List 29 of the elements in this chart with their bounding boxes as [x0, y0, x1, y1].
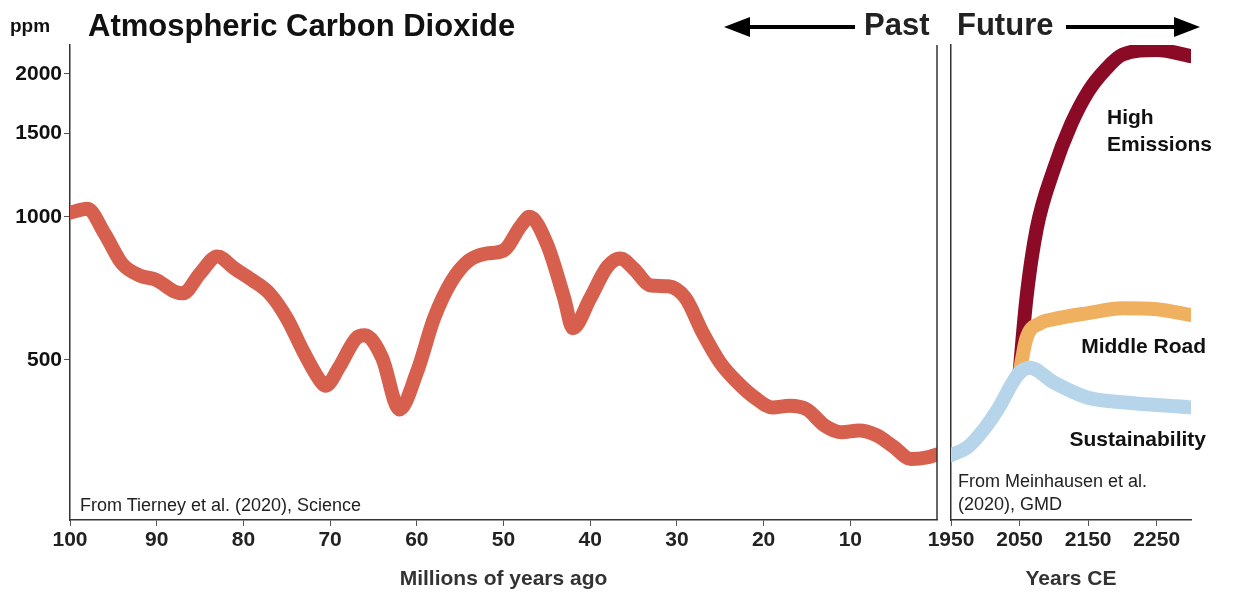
y-tick-label: 1500	[15, 119, 62, 143]
x-tick-label: 40	[578, 527, 602, 551]
text: Past	[864, 6, 931, 44]
x-axis-title: Years CE	[1025, 566, 1117, 590]
x-tick-label: 60	[405, 527, 429, 551]
series-label: Middle Road	[1081, 334, 1206, 358]
text: Future	[957, 6, 1055, 44]
x-tick-label: 50	[491, 527, 516, 551]
x-tick-label: 10	[838, 527, 862, 551]
x-tick-label: 20	[751, 527, 776, 551]
y-tick-label: 500	[26, 346, 62, 370]
chart-title: Atmospheric Carbon Dioxide	[88, 8, 516, 44]
y-axis-title: ppm	[10, 15, 51, 37]
x-tick-label: 90	[145, 527, 169, 551]
x-tick-label: 80	[231, 527, 256, 551]
x-tick-label: 70	[318, 527, 342, 551]
annotation: From Tierney et al. (2020), Science	[80, 494, 363, 517]
x-tick-label: 1950	[927, 527, 975, 551]
series-label: High Emissions	[1107, 105, 1213, 156]
x-axis-title: Millions of years ago	[399, 566, 608, 590]
x-tick-label: 2150	[1064, 527, 1112, 551]
y-tick-label: 2000	[15, 60, 62, 84]
annotation: From Meinhausen et al. (2020), GMD	[958, 470, 1149, 515]
x-tick-label: 2050	[996, 527, 1043, 551]
x-tick-label: 30	[665, 527, 689, 551]
x-tick-label: 2250	[1133, 527, 1181, 551]
x-tick-label: 100	[52, 527, 88, 551]
series-label: Sustainability	[1069, 426, 1207, 450]
y-tick-label: 1000	[15, 203, 62, 227]
